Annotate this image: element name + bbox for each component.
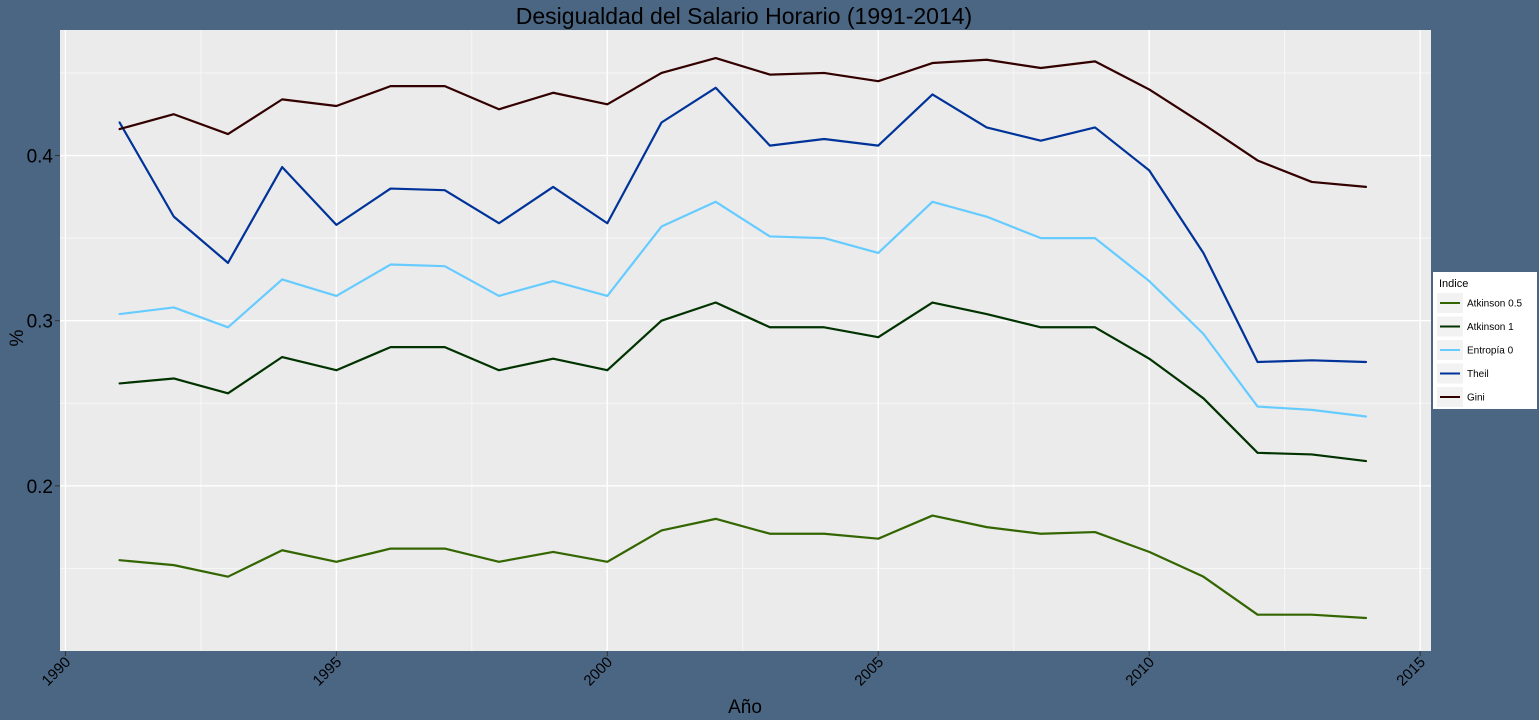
- y-tick-label: 0.4: [27, 147, 54, 168]
- grid-lines: [60, 30, 1431, 651]
- plot-panel: [60, 30, 1431, 651]
- series-line-atkinson-1: [118, 301, 1368, 463]
- legend-items: Atkinson 0.5 Atkinson 1 Entropía 0 Theil Gin…: [1437, 293, 1522, 407]
- series-line-theil: [118, 86, 1368, 364]
- x-axis-label: Año: [728, 697, 762, 718]
- series-line-entrop-a-0: [118, 200, 1368, 418]
- legend-item-label: Atkinson 0.5: [1467, 299, 1522, 310]
- legend-item-label: Gini: [1467, 393, 1485, 404]
- y-tick-label: 0.2: [27, 477, 53, 498]
- series-line-gini: [118, 56, 1368, 189]
- legend-title: Indice: [1439, 278, 1468, 290]
- series-lines: [118, 56, 1368, 620]
- legend-item-label: Theil: [1467, 369, 1489, 380]
- chart-title: Desigualdad del Salario Horario (1991-20…: [516, 3, 972, 29]
- y-axis: 0.2 0.3 0.4: [27, 147, 60, 498]
- legend: Indice Atkinson 0.5 Atkinson 1 Entropía 0 T…: [1433, 272, 1537, 409]
- y-tick-label: 0.3: [27, 312, 53, 333]
- y-axis-label: %: [7, 329, 28, 346]
- legend-item-label: Entropía 0: [1467, 346, 1514, 357]
- series-line-atkinson-0-5: [118, 514, 1368, 620]
- legend-item-label: Atkinson 1: [1467, 322, 1514, 333]
